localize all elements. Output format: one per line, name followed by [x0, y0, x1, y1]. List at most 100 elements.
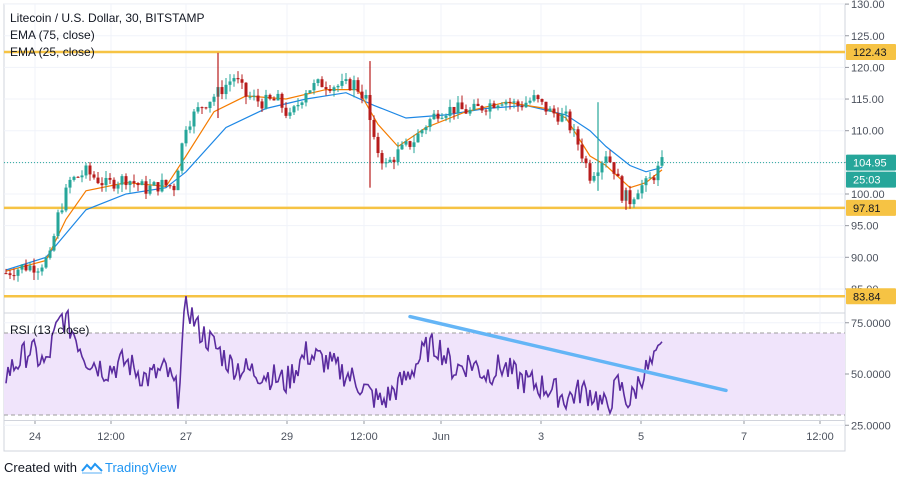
candle-body [104, 177, 108, 186]
level-tag: 122.43 [853, 47, 887, 59]
candle-body [328, 89, 332, 92]
countdown-tag-bg [846, 171, 896, 188]
candle-body [56, 212, 60, 237]
candle-body [556, 113, 560, 122]
candle-body [500, 104, 504, 106]
candle-body [560, 113, 564, 122]
candle-body [612, 162, 616, 174]
ema-short-line [5, 88, 663, 272]
candle-body [420, 130, 424, 134]
candle-body [432, 113, 436, 120]
candle-body [488, 103, 492, 112]
candle-body [472, 103, 476, 110]
candle-body [424, 127, 428, 131]
candle-body [304, 93, 308, 103]
candle-body [540, 99, 544, 102]
candle-body [360, 91, 364, 99]
candle-body [528, 100, 532, 103]
horizontal-levels [4, 50, 845, 298]
candle-body [148, 185, 152, 194]
candle-body [48, 250, 52, 258]
candle-body [476, 103, 480, 107]
candle-body [584, 158, 588, 164]
candle-body [4, 273, 8, 275]
rsi-tick-label: 75.0000 [851, 318, 891, 330]
candle-body [252, 95, 256, 97]
candle-body [592, 175, 596, 181]
candle-body [396, 149, 400, 163]
time-tick-label: 12:00 [97, 431, 125, 443]
candle-body [284, 107, 288, 116]
candle-body [388, 159, 392, 163]
candle-body [464, 109, 468, 114]
candle-body [240, 79, 244, 83]
level-tag-bg [846, 288, 896, 305]
candle-body [600, 162, 604, 173]
candle-body [508, 101, 512, 103]
candle-body [12, 275, 16, 277]
candle-body [400, 144, 404, 150]
candle-body [52, 236, 56, 251]
candle-body [280, 93, 284, 108]
candle-body [64, 187, 68, 211]
candle-body [468, 109, 472, 114]
candle-body [36, 271, 40, 273]
candle-body [344, 79, 348, 82]
candle-body [68, 179, 72, 188]
candle-body [392, 159, 396, 163]
rsi-label[interactable]: RSI (13, close) [10, 323, 90, 337]
candle-body [520, 105, 524, 108]
candle-body [496, 105, 500, 108]
time-tick-label: 27 [180, 431, 192, 443]
candle-body [208, 101, 212, 109]
time-tick-label: 12:00 [806, 431, 834, 443]
candle-body [428, 119, 432, 128]
candle-body [92, 174, 96, 178]
candle-body [364, 95, 368, 99]
tradingview-logo[interactable]: TradingView [81, 460, 177, 475]
candle-body [656, 165, 660, 181]
tradingview-brand: TradingView [104, 460, 177, 475]
time-axis[interactable]: 24 12:00 27 29 12:00 Jun 3 5 7 12:00 [4, 420, 845, 443]
candle-body [144, 181, 148, 194]
candle-body [452, 106, 456, 114]
rsi-line [5, 295, 663, 416]
candle-body [536, 95, 540, 100]
price-tick-label: 90.00 [851, 252, 879, 264]
candle-body [272, 98, 276, 101]
candle-body [372, 120, 376, 137]
candle-body [244, 82, 248, 97]
candle-body [320, 79, 324, 88]
time-tick-label: 12:00 [350, 431, 378, 443]
candle-body [248, 96, 252, 98]
candle-body [568, 111, 572, 131]
candle-body [640, 185, 644, 194]
time-tick-label: 3 [538, 431, 544, 443]
ema-long-label[interactable]: EMA (75, close) [10, 28, 95, 42]
ema-short-label[interactable]: EMA (25, close) [10, 45, 95, 59]
rsi-axis[interactable]: 75.0000 50.0000 25.0000 [845, 318, 891, 433]
created-with-text: Created with [4, 460, 77, 475]
candle-body [212, 96, 216, 102]
symbol-title[interactable]: Litecoin / U.S. Dollar, 30, BITSTAMP [10, 11, 205, 25]
candle-body [120, 176, 124, 185]
candle-body [532, 95, 536, 101]
candle-body [300, 102, 304, 105]
price-tick-label: 115.00 [851, 94, 884, 106]
candle-body [312, 83, 316, 91]
candle-body [444, 115, 448, 118]
rsi-trendline [408, 314, 728, 393]
candle-body [176, 170, 180, 191]
time-tick-label: 7 [741, 431, 747, 443]
candle-body [636, 193, 640, 200]
candle-body [128, 181, 132, 186]
candle-body [608, 156, 612, 163]
level-tag-bg [846, 44, 896, 61]
candle-body [564, 111, 568, 114]
candle-body [80, 175, 84, 178]
candle-body [76, 176, 80, 178]
candle-body [524, 102, 528, 108]
price-tick-label: 125.00 [851, 31, 885, 43]
candle-body [648, 177, 652, 179]
